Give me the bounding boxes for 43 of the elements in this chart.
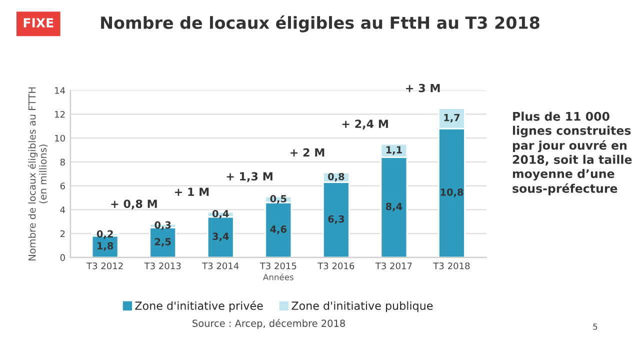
data-label: 8,4 <box>386 202 402 212</box>
annotation: + 1,3 M <box>226 172 272 182</box>
annotation: + 2 M <box>290 148 324 157</box>
data-label: 0,5 <box>270 195 286 204</box>
y-tick-label: 6 <box>60 182 65 190</box>
data-label: 2,5 <box>155 238 171 247</box>
text: Plus de 11 000 lignes construites par jour ouvré en 2018, soit la taille moyenne d’une sous-préfecture <box>512 112 632 196</box>
data-label: 0,8 <box>328 172 344 182</box>
x-tick-label: T3 2017 <box>375 262 412 270</box>
y-tick-label: 4 <box>60 206 66 214</box>
data-label: 1,8 <box>98 242 114 251</box>
annotation: + 0,8 M <box>111 200 157 210</box>
chart-title: Nombre de locaux éligibles au FttH au T3 2018 <box>101 15 540 32</box>
data-label: 6,3 <box>328 215 344 224</box>
annotation: + 2,4 M <box>342 120 388 130</box>
data-label: 3,4 <box>212 232 229 242</box>
y-tick-label: 8 <box>60 158 65 166</box>
data-label: 0,3 <box>154 221 171 230</box>
data-label: 1,7 <box>444 114 460 122</box>
x-tick-label: T3 2013 <box>144 262 181 270</box>
x-tick-label: T3 2018 <box>433 262 470 270</box>
data-label: 4,6 <box>270 225 286 234</box>
data-label: 0,4 <box>212 210 229 219</box>
annotation: + 3 M <box>406 84 440 92</box>
text: FIXE <box>24 18 54 28</box>
x-tick-label: T3 2012 <box>86 262 123 270</box>
x-tick-label: T3 2015 <box>260 262 296 270</box>
x-axis-title: Années <box>263 274 294 280</box>
annotation: + 1 M <box>174 188 209 196</box>
x-tick-label: T3 2016 <box>318 262 354 270</box>
legend-label: Zone d'initiative publique <box>292 301 433 312</box>
y-axis-title: Nombre de locaux éligibles au FTTH (en millions) <box>28 87 48 260</box>
y-tick-label: 2 <box>60 230 65 238</box>
source-note: Source : Arcep, décembre 2018 <box>192 319 345 329</box>
y-tick-label: 10 <box>55 134 65 142</box>
data-label: 10,8 <box>440 188 464 198</box>
text: 5 <box>593 324 598 330</box>
x-tick-label: T3 2014 <box>202 262 239 270</box>
y-tick-label: 12 <box>55 110 65 118</box>
y-tick-label: 14 <box>55 87 66 94</box>
data-label: 1,1 <box>386 146 402 155</box>
y-tick-label: 0 <box>60 254 65 262</box>
legend-label: Zone d'initiative privée <box>135 300 263 312</box>
